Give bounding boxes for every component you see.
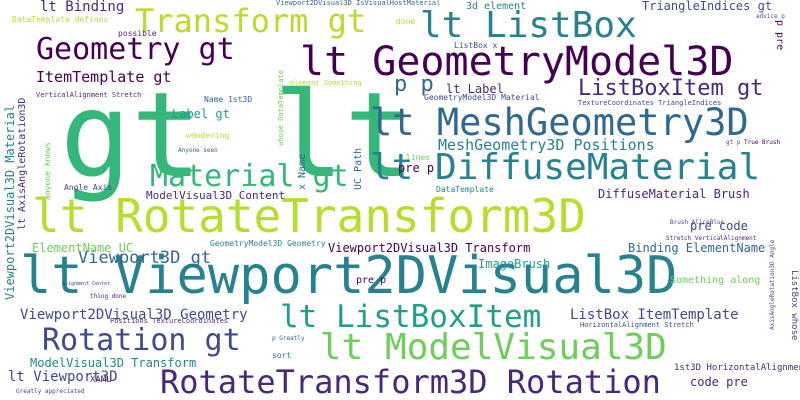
- word-stretch-verticalalignment: Stretch VerticalAlignment: [666, 235, 757, 242]
- word-label-gt: Label gt: [172, 107, 230, 121]
- word-possible: possible: [118, 29, 157, 38]
- word-anyone-seen: Anyone seen: [178, 147, 218, 154]
- word-name-1st3d: Name 1st3D: [204, 95, 253, 104]
- word-brush-aliceblue: Brush AliceBlue: [670, 219, 725, 226]
- word-lt-axisanglerotation3d: lt AxisAngleRotation3D: [17, 97, 28, 230]
- word-lt-viewport3d: lt Viewport3D: [8, 369, 118, 385]
- word-whose-datatemplate: whose DataTemplate: [277, 70, 285, 146]
- word-code-pre: code pre: [690, 375, 748, 389]
- word-verticalalignment-stretch: VerticalAlignment Stretch: [36, 91, 142, 99]
- word-lt-binding: lt Binding: [40, 0, 125, 15]
- word-viewport2dvisual3d-transform: Viewport2DVisual3D Transform: [328, 241, 531, 255]
- word-something-along: Something along: [670, 275, 761, 286]
- word-itemtemplate-gt: ItemTemplate gt: [36, 68, 172, 86]
- word-listboxitem-gt: ListBoxItem gt: [578, 76, 764, 101]
- word-uc-path: UC Path: [353, 147, 364, 190]
- word-viewport2dvisual3d-isvisualhostmaterial: Viewport2DVisual3D IsVisualHostMaterial: [276, 0, 441, 7]
- word-advice-p: advice p: [756, 13, 785, 20]
- word-gt-p: gt p: [726, 139, 741, 146]
- word-listbox-x: ListBox x: [454, 41, 498, 50]
- word-angle-axis: Angle Axis: [64, 183, 113, 192]
- word-lt-meshgeometry3d: lt MeshGeometry3D: [370, 101, 749, 144]
- word-listbox-whose: ListBox whose: [789, 270, 799, 341]
- word-3d-element: 3d element: [466, 1, 527, 12]
- word-pre-p-2: pre p: [356, 275, 387, 286]
- word-x-name: x Name: [297, 153, 308, 190]
- word-geometrymodel3d-material: GeometryModel3D Material: [424, 93, 540, 102]
- word-alignment-center: Alignment Center: [62, 281, 111, 287]
- word-pre-code: pre code: [690, 219, 748, 233]
- word-triangleindices-gt: TriangleIndices gt: [642, 0, 773, 13]
- word-datatemplate-defines: DataTemplate defines: [12, 15, 109, 24]
- word-true-brush: True Brush: [744, 139, 781, 146]
- word-greatly-appreciated: Greatly appreciated: [16, 388, 85, 395]
- word-material-gt: Material gt: [150, 159, 349, 194]
- word-rotation-gt: Rotation gt: [42, 323, 241, 358]
- word-elementname-uc: ElementName UC: [32, 241, 134, 255]
- word-viewport3d-gt: Viewport3D gt: [78, 248, 212, 268]
- word-thing-done: thing done: [90, 293, 127, 300]
- word-anyone-knows: anyone knows: [43, 142, 52, 200]
- word-viewport2dvisual3d-geometry: Viewport2DVisual3D Geometry: [20, 307, 248, 323]
- word-element-something: element Something: [290, 79, 362, 87]
- word-xaml: XAML: [90, 375, 112, 385]
- word-p-pre: p pre: [774, 20, 785, 51]
- word-modelvisual3d-transform: ModelVisual3D Transform: [30, 356, 197, 370]
- word-lt-listboxitem: lt ListBoxItem: [280, 299, 542, 335]
- word-binding-elementname: Binding ElementName: [628, 241, 766, 255]
- word-texturecoordinates-triangleindices: TextureCoordinates TriangleIndices: [578, 99, 722, 107]
- word-listbox-itemtemplate: ListBox ItemTemplate: [570, 307, 739, 323]
- word-p-p: p p: [394, 72, 434, 97]
- word-lt-rotatetransform3d: lt RotateTransform3D: [32, 189, 586, 243]
- word-lines: lines: [406, 153, 431, 162]
- word-1st3d-horizontalalignment: 1st3D HorizontalAlignment: [674, 363, 800, 373]
- word-lt-listbox: lt ListBox: [420, 5, 637, 46]
- word-gt-lt: gt lt: [60, 66, 416, 204]
- word-done: done: [396, 17, 416, 26]
- word-pre-p: pre p: [398, 161, 435, 175]
- word-p-greatly: p Greatly: [272, 335, 305, 342]
- word-lt-diffusematerial: lt DiffuseMaterial: [370, 147, 761, 188]
- word-rotatetransform3d-rotation: RotateTransform3D Rotation: [160, 363, 661, 400]
- word-modelvisual3d-content: ModelVisual3D Content: [146, 189, 286, 202]
- word-viewport2dvisual3d-material: Viewport2DVisual3D Material: [3, 104, 17, 300]
- word-transform-gt: Transform gt: [135, 2, 367, 40]
- word-geometry-gt: Geometry gt: [36, 32, 235, 67]
- word-positions-texturecoordinates: Positions TextureCoordinates: [110, 317, 229, 325]
- word-imagebrush: ImageBrush: [478, 257, 551, 271]
- word-datatemplate: DataTemplate: [436, 185, 494, 194]
- word-diffusematerial-brush: DiffuseMaterial Brush: [598, 187, 750, 201]
- word-meshgeometry3d-positions: MeshGeometry3D Positions: [438, 136, 655, 154]
- word-lt-modelvisual3d: lt ModelVisual3D: [320, 327, 667, 368]
- word-lt-viewport2dvisual3d: lt Viewport2DVisual3D: [20, 246, 678, 306]
- word-axisanglerotation3d-angle: AxisAngleRotation3D Angle: [769, 239, 776, 330]
- word-geometrymodel3d-geometry: GeometryModel3D Geometry: [210, 239, 326, 248]
- word-wondering: wondering: [186, 131, 230, 140]
- word-sort: sort: [272, 351, 292, 360]
- word-lt-label: lt Label: [446, 82, 504, 96]
- word-lt-geometrymodel3d: lt GeometryModel3D: [300, 39, 734, 85]
- word-horizontalalignment-stretch: HorizontalAlignment Stretch: [580, 321, 694, 329]
